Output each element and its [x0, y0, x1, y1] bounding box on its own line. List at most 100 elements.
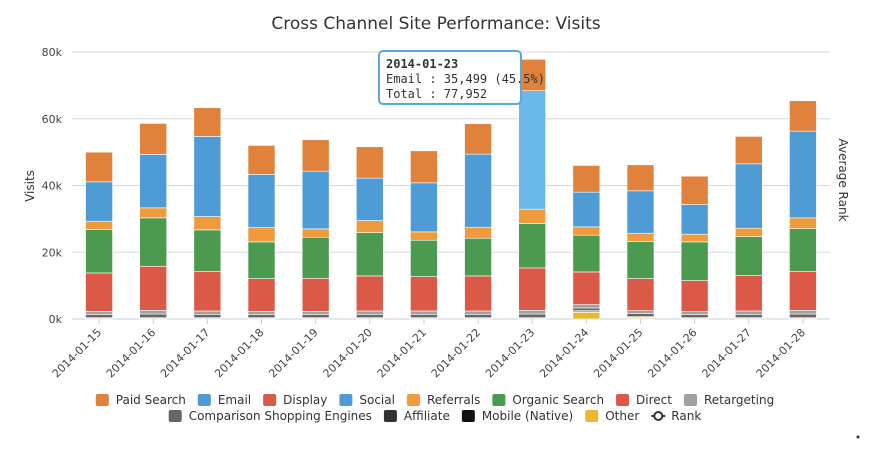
bar-segment: [789, 310, 817, 315]
bar-segment: [789, 228, 817, 272]
bar-segment: [301, 236, 330, 279]
bar-segment: [193, 310, 222, 315]
bar-segment: [301, 314, 330, 318]
bar-segment: [355, 310, 384, 315]
bar-segment: [301, 170, 330, 230]
legend-label: Referrals: [427, 393, 480, 407]
legend-item[interactable]: Affiliate: [383, 409, 450, 423]
bar-segment: [680, 241, 709, 281]
bar-segment: [355, 146, 384, 179]
bar-segment: [572, 271, 601, 305]
bar-segment: [734, 314, 763, 318]
legend-swatch-icon: [492, 394, 506, 406]
bar-segment: [247, 314, 276, 318]
legend-item[interactable]: Direct: [616, 393, 672, 407]
bar-segment: [734, 236, 763, 276]
bar-segment: [464, 310, 492, 315]
legend-label: Other: [605, 409, 639, 423]
legend-item[interactable]: Paid Search: [95, 393, 186, 407]
corner-dot-icon: [856, 435, 860, 439]
bar-segment: [410, 276, 438, 312]
legend-swatch-icon: [616, 394, 630, 406]
legend-item[interactable]: Rank: [651, 409, 701, 423]
legend-label: Retargeting: [704, 393, 774, 407]
tooltip-box: [378, 50, 522, 105]
legend-swatch-icon: [197, 394, 211, 406]
bar-segment: [247, 174, 276, 228]
bar-segment: [464, 314, 492, 318]
bar-segment: [193, 314, 222, 318]
bar-segment: [789, 217, 817, 229]
bar-segment: [626, 278, 655, 311]
bar-segment: [518, 313, 547, 318]
legend-swatch-icon: [168, 410, 182, 422]
bar-segment: [518, 90, 547, 210]
bar-segment: [734, 136, 763, 165]
legend-label: Email: [218, 393, 251, 407]
x-tick-label: 2014-01-27: [700, 326, 754, 380]
bar-segment: [85, 311, 113, 315]
y-tick-label: 60k: [42, 113, 63, 126]
bar-segment: [139, 154, 168, 209]
bar-segment: [247, 311, 276, 315]
x-tick-label: 2014-01-26: [645, 326, 699, 380]
bar-segment: [247, 241, 276, 279]
chart-title: Cross Channel Site Performance: Visits: [271, 14, 600, 34]
bar-segment: [572, 312, 601, 320]
bar-segment: [139, 310, 168, 315]
legend-item[interactable]: Social: [339, 393, 395, 407]
bar-segment: [410, 310, 438, 315]
x-tick-label: 2014-01-24: [537, 326, 591, 380]
legend-item[interactable]: Mobile (Native): [461, 409, 573, 423]
bar-segment: [572, 234, 601, 273]
legend-item[interactable]: Organic Search: [492, 393, 604, 407]
bar-segment: [301, 228, 330, 238]
legend-label: Direct: [636, 393, 672, 407]
legend-item[interactable]: Retargeting: [683, 393, 774, 407]
legend-item[interactable]: Email: [197, 393, 251, 407]
legend-swatch-icon: [683, 394, 697, 406]
tooltip-email-value: Email : 35,499 (45.5%): [386, 72, 545, 86]
y-tick-label: 20k: [42, 246, 63, 259]
bar-segment: [301, 139, 330, 172]
legend-swatch-icon: [461, 410, 475, 422]
y-tick-label: 0k: [49, 313, 63, 326]
legend-swatch-icon: [585, 410, 599, 422]
bar-segment: [464, 275, 492, 312]
y-tick-label: 80k: [42, 46, 63, 59]
bar-segment: [572, 307, 601, 311]
legend-item[interactable]: Referrals: [406, 393, 480, 407]
legend-item[interactable]: Comparison Shopping Engines: [168, 409, 372, 423]
bar-segment: [734, 310, 763, 315]
bar-segment: [680, 311, 709, 315]
legend-label: Paid Search: [116, 393, 186, 407]
bar-segment: [139, 313, 168, 318]
bar-segment: [734, 227, 763, 237]
bar-segment: [247, 227, 276, 243]
bar-segment: [572, 226, 601, 236]
bar-segment: [789, 313, 817, 318]
bar-segment: [355, 177, 384, 221]
legend-item[interactable]: Display: [263, 393, 327, 407]
bar-segment: [355, 232, 384, 277]
bar-segment: [680, 175, 709, 205]
x-tick-label: 2014-01-23: [483, 326, 537, 380]
legend-label: Social: [359, 393, 395, 407]
bar-segment: [247, 145, 276, 175]
bar-segment: [518, 267, 547, 311]
bar-segment: [301, 311, 330, 315]
bar-segment: [572, 165, 601, 193]
bar-segment: [193, 229, 222, 272]
bar-segment: [626, 313, 655, 317]
bars: [85, 59, 817, 320]
bar-segment: [626, 164, 655, 192]
bar-segment: [572, 304, 601, 309]
bar-segment: [85, 181, 113, 222]
legend-label: Organic Search: [512, 393, 604, 407]
bar-segment: [789, 130, 817, 219]
legend-item[interactable]: Other: [585, 409, 639, 423]
tooltip-total-value: Total : 77,952: [386, 87, 487, 101]
bar-segment: [789, 270, 817, 311]
bar-segment: [193, 136, 222, 217]
